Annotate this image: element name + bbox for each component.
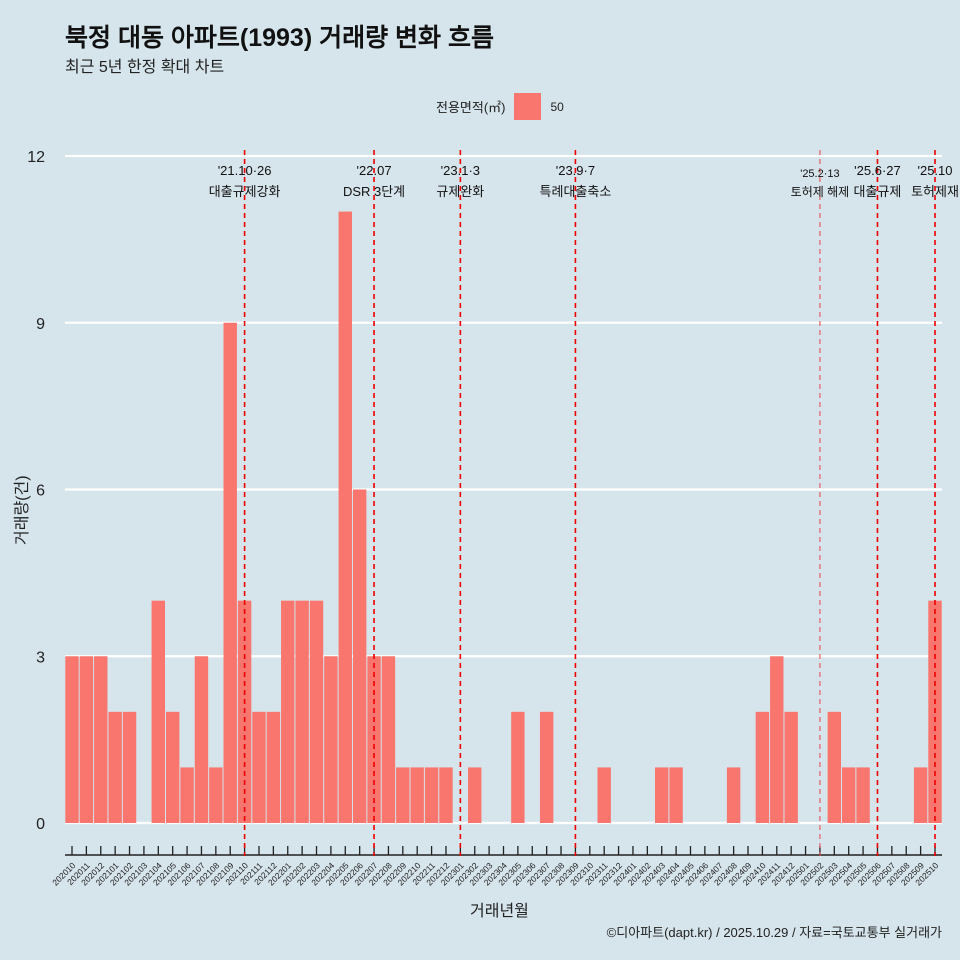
bar bbox=[309, 600, 324, 823]
bar bbox=[165, 711, 180, 823]
bar bbox=[338, 211, 352, 824]
bar bbox=[94, 656, 108, 823]
event-date: '21.10·26 bbox=[218, 163, 272, 178]
y-tick-label: 3 bbox=[36, 649, 45, 666]
legend-title: 전용면적(㎡) bbox=[436, 100, 506, 115]
y-tick-label: 9 bbox=[36, 316, 45, 333]
event-date: '22.07 bbox=[357, 163, 392, 178]
bar bbox=[194, 656, 209, 823]
bar bbox=[122, 711, 137, 823]
bar bbox=[424, 767, 439, 823]
bar bbox=[108, 711, 122, 823]
event-label: 토허제 해제 bbox=[791, 185, 850, 199]
bar bbox=[79, 656, 94, 823]
bar bbox=[381, 656, 396, 823]
legend-swatch bbox=[513, 93, 541, 120]
bar bbox=[324, 656, 338, 823]
event-label: 대출규제강화 bbox=[209, 184, 281, 199]
bar bbox=[669, 767, 683, 823]
chart-title: 북정 대동 아파트(1993) 거래량 변화 흐름 bbox=[65, 24, 494, 52]
caption: ©디아파트(dapt.kr) / 2025.10.29 / 자료=국토교통부 실… bbox=[606, 925, 942, 940]
event-label: 토허제재 bbox=[911, 184, 959, 199]
bar bbox=[539, 711, 554, 823]
chart-subtitle: 최근 5년 한정 확대 차트 bbox=[65, 59, 225, 76]
bar bbox=[856, 767, 870, 823]
event-date: '25.10 bbox=[917, 163, 952, 178]
y-axis-label: 거래량(건) bbox=[14, 475, 31, 545]
bar bbox=[266, 711, 281, 823]
bar bbox=[655, 767, 669, 823]
legend-label: 50 bbox=[550, 99, 564, 114]
bar bbox=[252, 711, 266, 823]
bar bbox=[468, 767, 482, 823]
bar bbox=[842, 767, 856, 823]
bar bbox=[180, 767, 194, 823]
bar bbox=[439, 767, 453, 823]
bar bbox=[223, 322, 237, 823]
event-label: 특례대출축소 bbox=[540, 184, 612, 199]
y-tick-label: 6 bbox=[36, 483, 45, 500]
bar bbox=[209, 767, 223, 823]
bar bbox=[410, 767, 424, 823]
event-date: '25.2·13 bbox=[800, 168, 839, 180]
bar bbox=[511, 711, 525, 823]
event-label: 규제완화 bbox=[436, 184, 484, 199]
bar bbox=[755, 711, 770, 823]
event-label: 대출규제 bbox=[854, 184, 902, 199]
bar bbox=[784, 711, 798, 823]
event-date: '23.9·7 bbox=[556, 163, 595, 178]
bar bbox=[913, 767, 928, 823]
event-label: DSR 3단계 bbox=[343, 184, 405, 199]
event-date: '23.1·3 bbox=[441, 163, 480, 178]
legend: 전용면적(㎡) 50 bbox=[436, 93, 564, 120]
bar bbox=[396, 767, 410, 823]
bar bbox=[597, 767, 611, 823]
bar bbox=[281, 600, 295, 823]
event-date: '25.6·27 bbox=[854, 163, 901, 178]
bar bbox=[770, 656, 784, 823]
y-tick-label: 12 bbox=[27, 149, 45, 166]
bar bbox=[352, 489, 367, 823]
bar bbox=[65, 656, 79, 823]
y-tick-label: 0 bbox=[36, 816, 45, 833]
bar bbox=[295, 600, 309, 823]
x-axis-label: 거래년월 bbox=[470, 903, 529, 920]
bar bbox=[151, 600, 165, 823]
bar bbox=[726, 767, 741, 823]
bar bbox=[827, 711, 842, 823]
